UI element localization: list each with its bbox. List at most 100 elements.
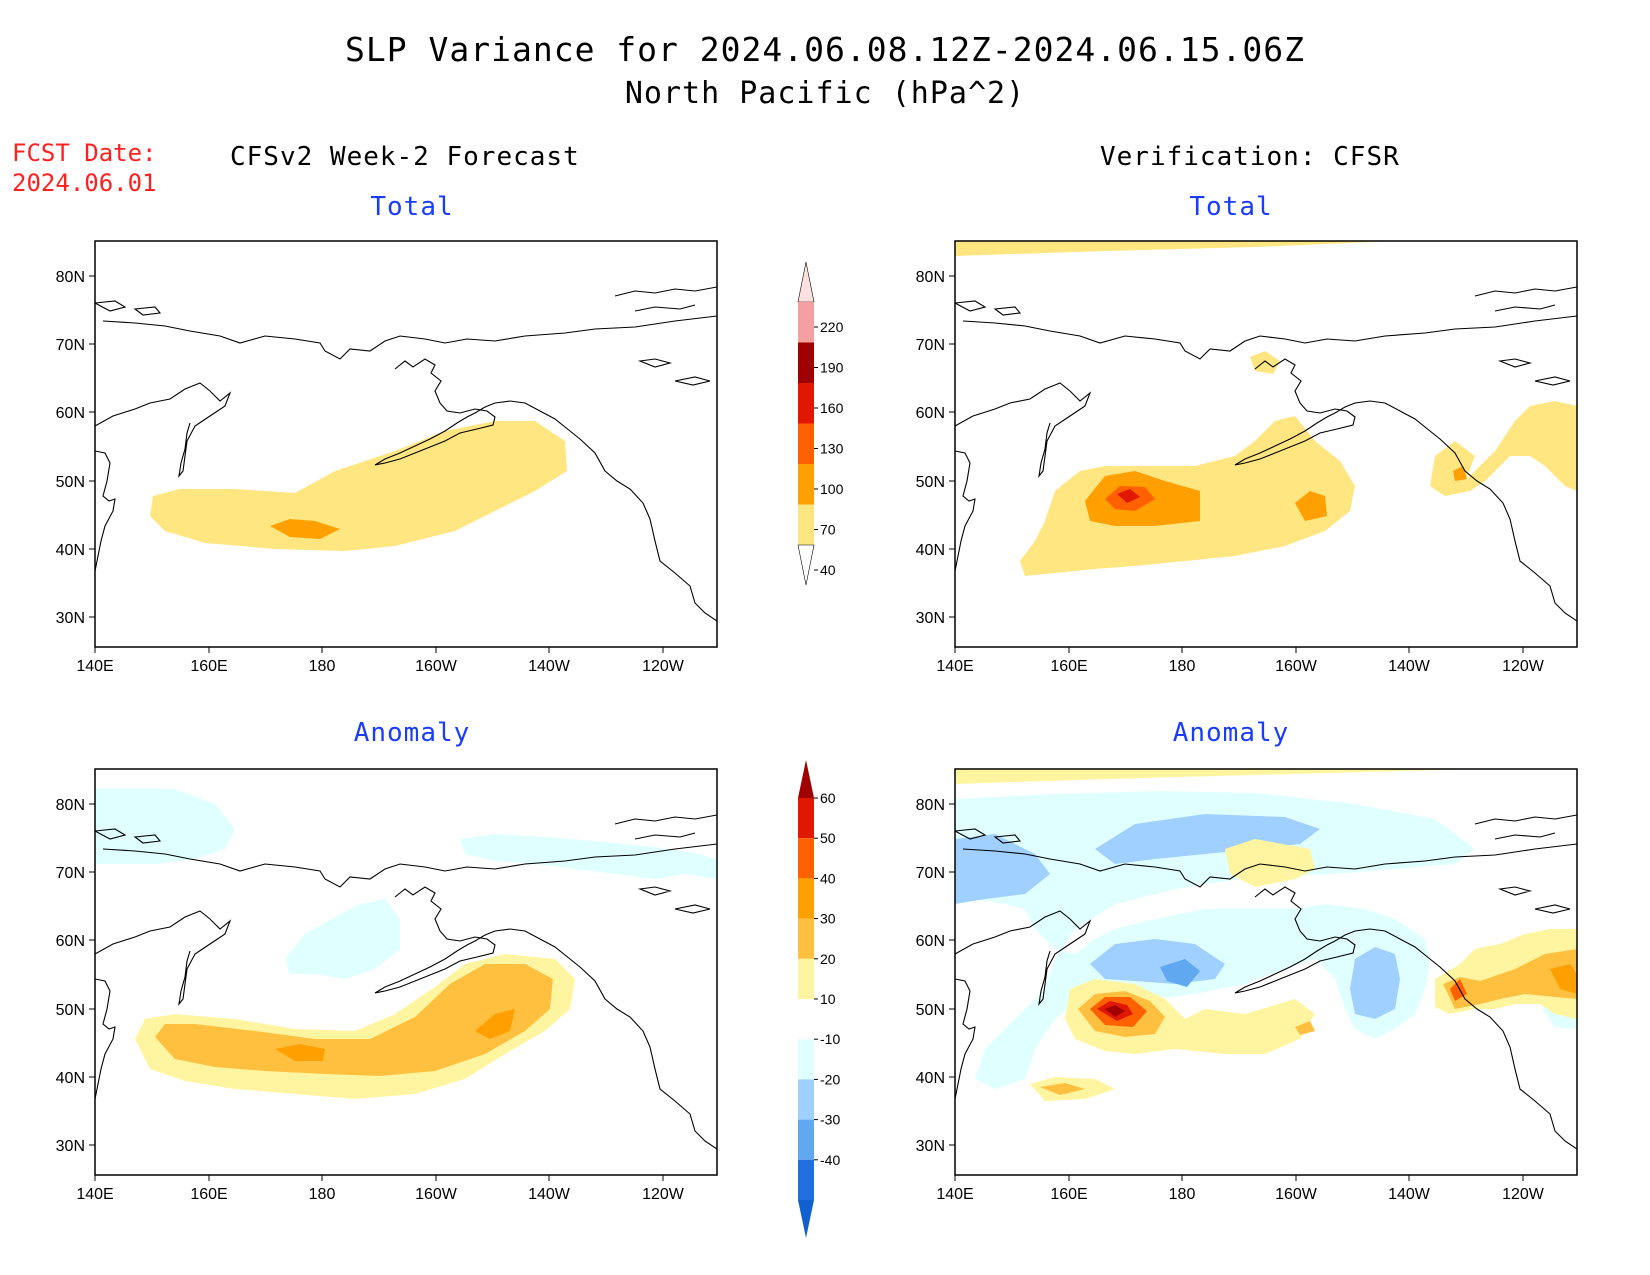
contour-10-south [1030, 1077, 1115, 1101]
lat-label-30N: 30N [916, 1138, 945, 1155]
lat-label-40N: 40N [56, 1070, 85, 1087]
map-area: 80N 70N 60N 50N 40N 30N 140E 160E 180 160W 140W 120… [56, 768, 718, 1203]
lon-label-180: 180 [309, 1186, 336, 1203]
lat-label-70N: 70N [56, 337, 85, 354]
contour-10 [135, 954, 575, 1099]
contour-neg10-arctic-east [460, 834, 717, 879]
forecast-date-label: FCST Date: [12, 139, 157, 167]
lat-label-30N: 30N [56, 610, 85, 627]
colorbar-label--10: -10 [820, 1031, 840, 1047]
colorbar-label-100: 100 [820, 481, 844, 497]
lat-label-60N: 60N [56, 933, 85, 950]
map-frame [954, 240, 1578, 648]
panel-title-verification-anomaly: Anomaly [1172, 718, 1290, 748]
lon-label-180: 180 [1169, 1186, 1196, 1203]
coastline-north-america [374, 886, 717, 1150]
contour-30-west [275, 1044, 325, 1061]
lon-label-160E: 160E [190, 658, 227, 675]
colorbar-band [798, 1159, 814, 1200]
lat-label-80N: 80N [916, 269, 945, 286]
contour-10-arctic [955, 769, 1475, 784]
coastline-arctic [962, 843, 1577, 888]
panel-forecast-total: 80N 70N 60N 50N 40N 30N 140E 160E 180 160W 140W 120… [56, 240, 718, 675]
forecast-date-block: FCST Date: 2024.06.01 [12, 138, 157, 198]
contour-neg10-bering [285, 899, 400, 979]
contour-neg10-arctic-west [95, 789, 235, 864]
contour-neg20-gulf [1350, 947, 1400, 1019]
colorbar-label-190: 190 [820, 360, 844, 376]
colorbar-label--40: -40 [820, 1152, 840, 1168]
colorbar-label-30: 30 [820, 911, 836, 927]
lon-label-120W: 120W [1502, 658, 1545, 675]
colorbar-band [798, 342, 814, 383]
colorbar-arrow-bottom [797, 544, 815, 586]
lon-label-160W: 160W [1275, 1186, 1318, 1203]
map-clipped-layer [95, 286, 717, 622]
contour-70-central [1295, 491, 1327, 521]
coastline-arctic [102, 843, 717, 888]
lon-label-180: 180 [1169, 658, 1196, 675]
lon-label-160W: 160W [415, 1186, 458, 1203]
lon-label-160E: 160E [1050, 1186, 1087, 1203]
colorbar-arrow-top [798, 760, 814, 798]
contour-neg10-main [955, 791, 1475, 1089]
colorbar-band [798, 1039, 814, 1080]
lat-label-70N: 70N [56, 865, 85, 882]
contour-neg20-aleutian [1090, 939, 1225, 984]
chart-subtitle: North Pacific (hPa^2) [624, 76, 1026, 111]
lat-label-50N: 50N [56, 1002, 85, 1019]
forecast-date-value: 2024.06.01 [12, 169, 157, 197]
coastline-arctic [102, 315, 717, 360]
contour-30-east [1550, 964, 1577, 994]
contour-neg30 [1160, 959, 1200, 987]
contour-20-central [1078, 991, 1165, 1037]
contour-40-arctic [955, 241, 1395, 256]
map-frame [954, 768, 1578, 1176]
lon-label-140E: 140E [936, 1186, 973, 1203]
panel-title-forecast-anomaly: Anomaly [353, 718, 471, 748]
lat-label-70N: 70N [916, 865, 945, 882]
map-area: 80N 70N 60N 50N 40N 30N 140E 160E 180 160W 140W 120… [916, 768, 1578, 1203]
coastline-islands [95, 286, 717, 386]
colorbar-label-40: 40 [820, 870, 836, 886]
lon-label-140W: 140W [528, 1186, 571, 1203]
contour-100 [1105, 486, 1155, 511]
lon-label-160E: 160E [190, 1186, 227, 1203]
contour-50 [1097, 1001, 1133, 1021]
map-frame [94, 768, 718, 1176]
left-column-title: CFSv2 Week-2 Forecast [230, 142, 580, 172]
contour-20-east [1443, 949, 1577, 1009]
colorbar-band [798, 464, 814, 505]
lat-label-50N: 50N [56, 474, 85, 491]
contour-130 [1117, 489, 1140, 503]
contour-30-east [475, 1009, 515, 1039]
colorbar-band [798, 878, 814, 919]
contour-neg10-east [1543, 979, 1577, 1029]
panel-verification-anomaly: 80N 70N 60N 50N 40N 30N 140E 160E 180 160W 140W 120… [916, 768, 1578, 1203]
right-column-title: Verification: CFSR [1100, 142, 1400, 172]
colorbar-band [798, 1079, 814, 1120]
map-clipped-layer [955, 769, 1577, 1150]
coastline-asia [95, 910, 232, 1100]
contour-40-east [1430, 401, 1577, 496]
colorbar-total: 220 190 160 130 100 70 40 [797, 261, 844, 586]
coastline-asia [95, 382, 232, 572]
colorbar-band [798, 798, 814, 839]
contour-10-east [1435, 929, 1577, 1019]
lat-label-50N: 50N [916, 474, 945, 491]
colorbar-label--30: -30 [820, 1112, 840, 1128]
colorbar-label-130: 130 [820, 441, 844, 457]
panel-title-forecast-total: Total [370, 192, 454, 222]
coastline-islands [955, 814, 1577, 914]
contour-40 [150, 421, 567, 551]
colorbar-band [798, 958, 814, 999]
contour-20-south [1040, 1083, 1085, 1095]
contour-70-coast [1453, 466, 1467, 481]
contour-40-alaska [1250, 351, 1280, 374]
lat-label-80N: 80N [56, 797, 85, 814]
lon-label-120W: 120W [1502, 1186, 1545, 1203]
map-clipped-layer [95, 789, 717, 1150]
colorbar-band [798, 383, 814, 424]
contour-40 [1090, 997, 1147, 1027]
